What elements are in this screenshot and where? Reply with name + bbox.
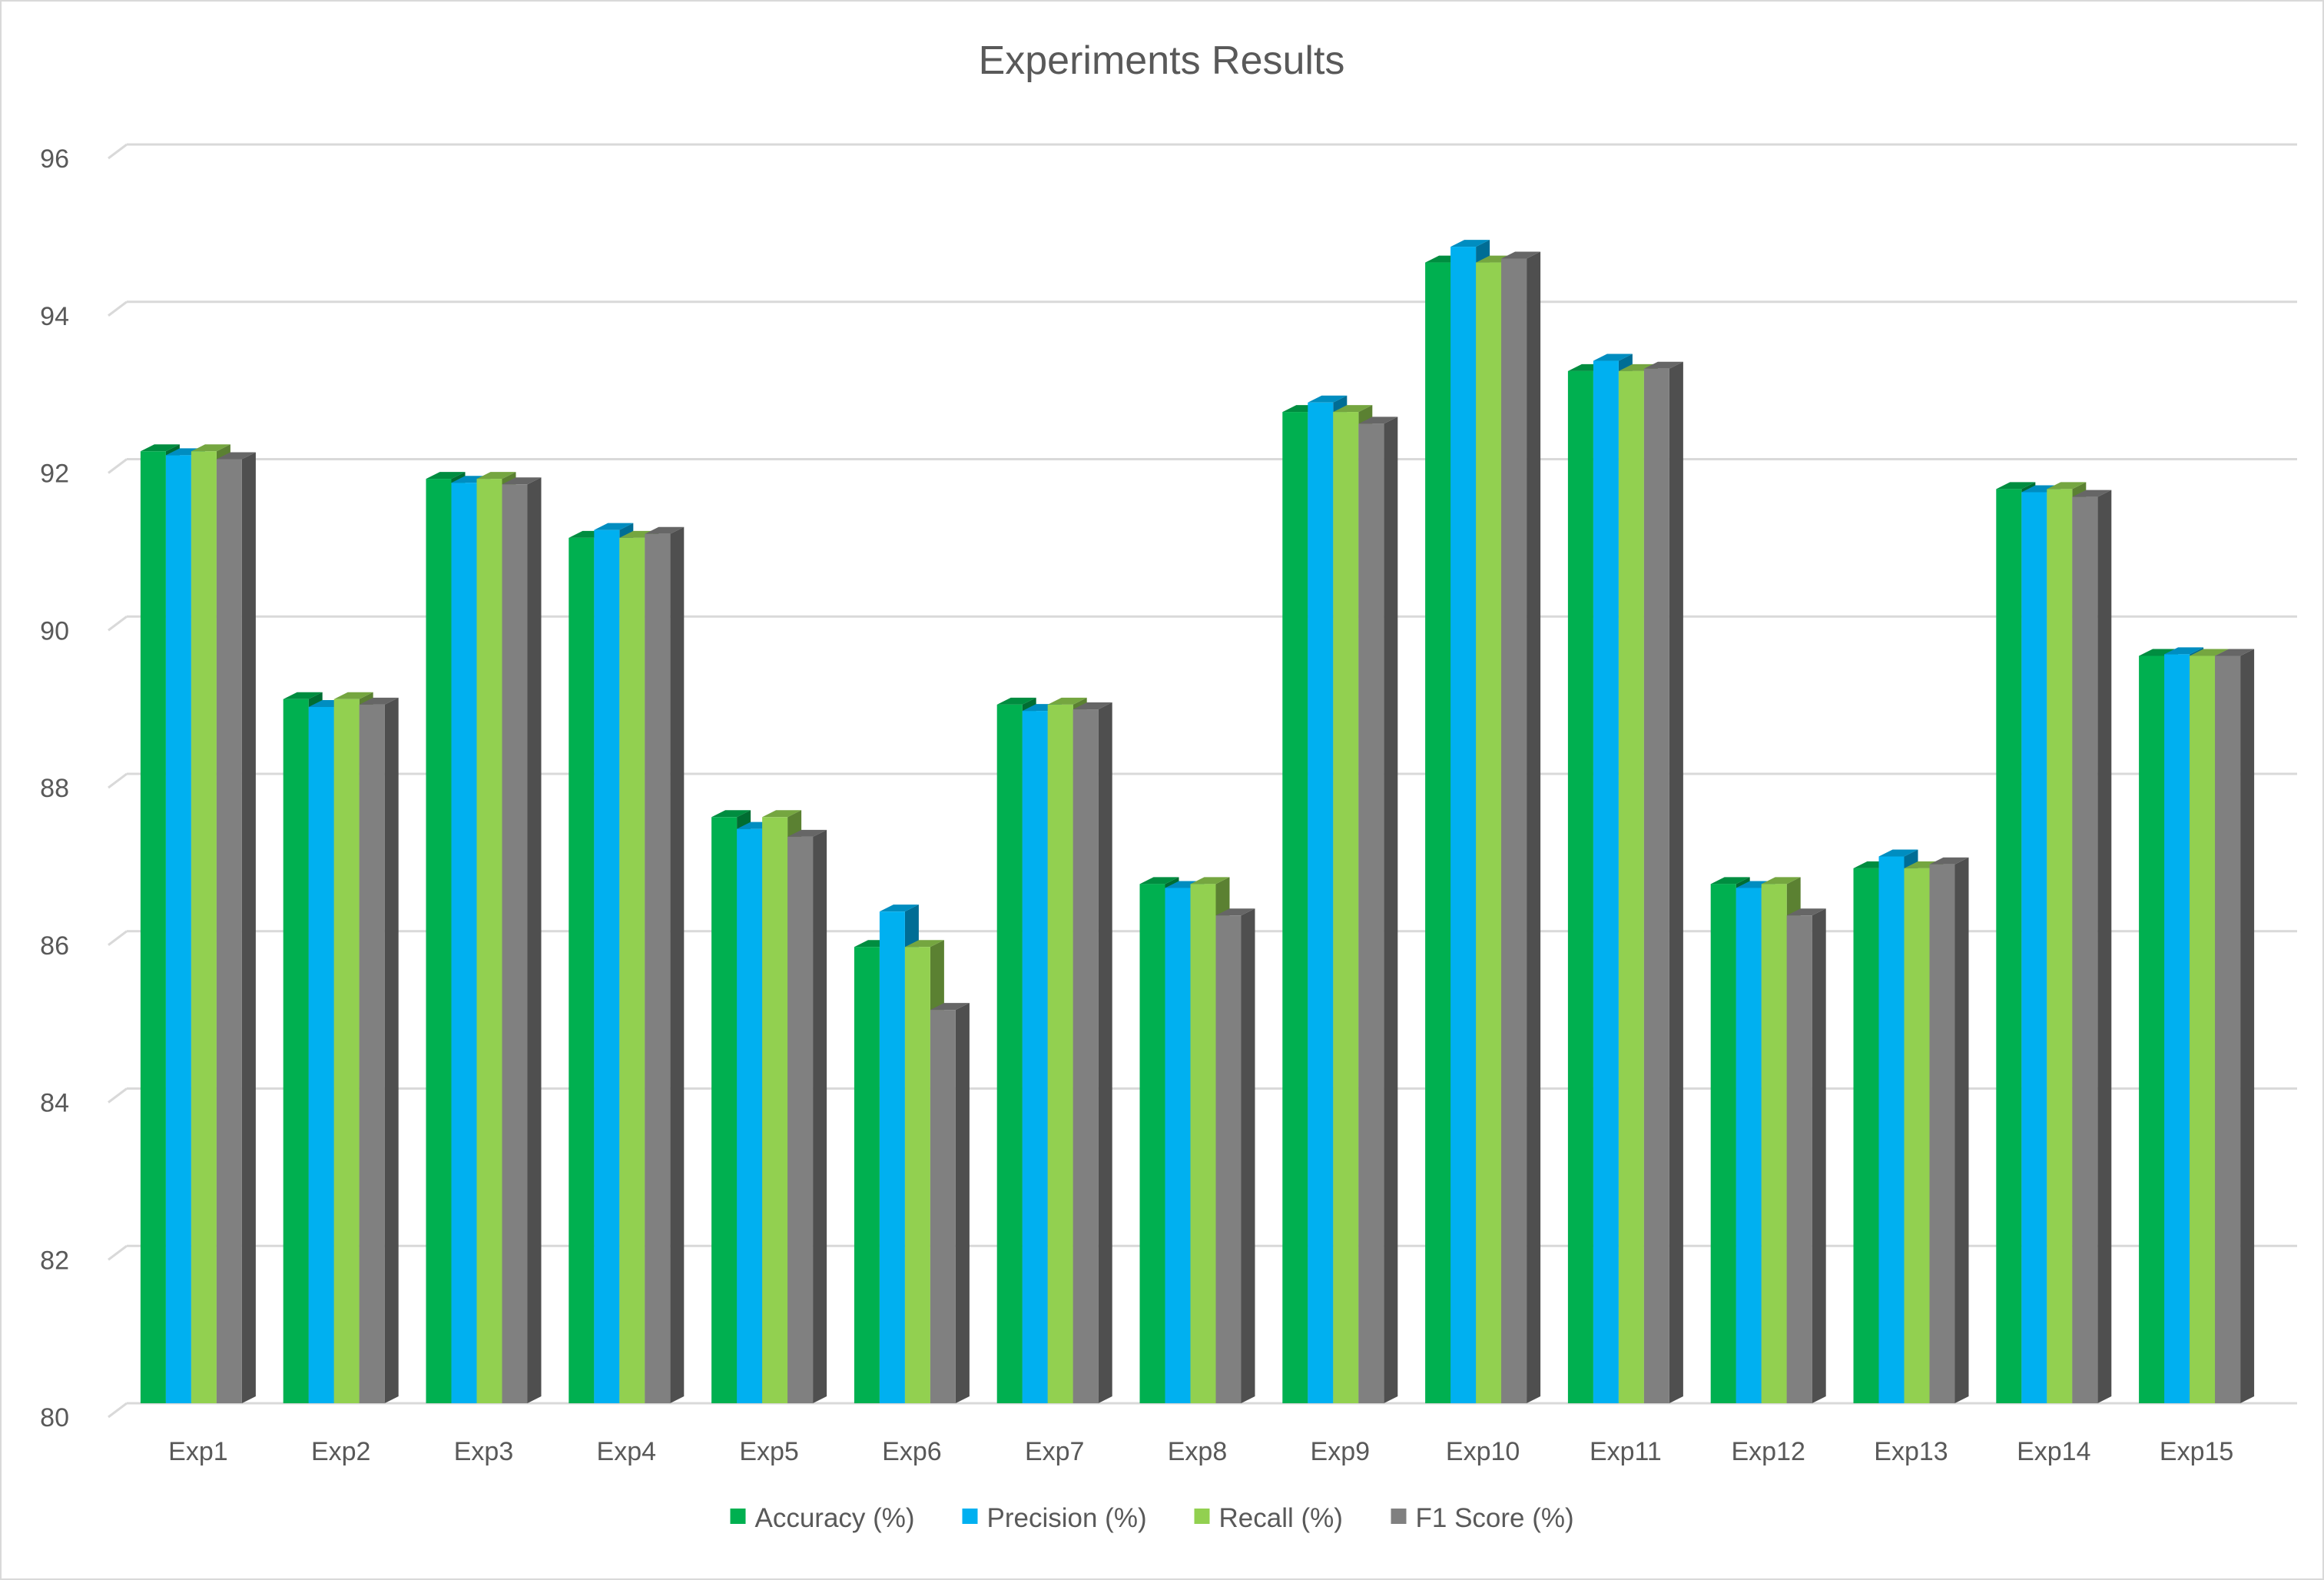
x-tick-label: Exp3 — [454, 1437, 514, 1466]
gridline-depth — [108, 1402, 128, 1419]
gridline-depth — [108, 1087, 128, 1104]
x-tick-label: Exp15 — [2160, 1437, 2233, 1466]
x-tick-label: Exp1 — [168, 1437, 228, 1466]
y-tick-label: 92 — [40, 460, 69, 489]
legend-swatch — [1194, 1509, 1210, 1524]
y-tick-label: 96 — [40, 144, 69, 174]
x-tick-label: Exp2 — [311, 1437, 371, 1466]
bar — [1786, 908, 1826, 1403]
legend-label: Recall (%) — [1219, 1503, 1343, 1533]
x-tick-label: Exp8 — [1168, 1437, 1228, 1466]
legend-item: Accuracy (%) — [730, 1503, 915, 1533]
x-tick-label: Exp7 — [1025, 1437, 1085, 1466]
bar — [1643, 361, 1683, 1403]
bar — [502, 477, 542, 1403]
y-tick-label: 84 — [40, 1089, 69, 1118]
bar — [1215, 908, 1255, 1403]
bar — [1358, 417, 1398, 1403]
y-tick-label: 88 — [40, 774, 69, 803]
y-tick-label: 80 — [40, 1403, 69, 1432]
y-tick-label: 82 — [40, 1246, 69, 1275]
y-tick-label: 90 — [40, 616, 69, 646]
legend-swatch — [1391, 1509, 1407, 1524]
legend-item: Precision (%) — [962, 1503, 1147, 1533]
legend-item: F1 Score (%) — [1391, 1503, 1574, 1533]
legend-swatch — [730, 1509, 746, 1524]
x-tick-label: Exp6 — [882, 1437, 942, 1466]
x-axis-tick-labels: Exp1 Exp2 Exp3 Exp4 Exp5 Exp6 Exp7 Exp8 Exp9 Exp1… — [168, 1437, 2233, 1466]
chart-title: Experiments Results — [979, 38, 1345, 83]
x-tick-label: Exp11 — [1590, 1437, 1662, 1466]
x-tick-label: Exp14 — [2017, 1437, 2090, 1466]
gridline-depth — [108, 616, 128, 632]
y-axis-tick-labels: 80 82 84 86 88 90 92 94 96 — [40, 144, 69, 1432]
x-tick-label: Exp4 — [597, 1437, 657, 1466]
gridline-depth — [108, 772, 128, 789]
gridline-depth — [108, 930, 128, 946]
legend-label: Precision (%) — [987, 1503, 1147, 1533]
bar — [2215, 649, 2255, 1403]
bar — [216, 452, 256, 1403]
bar — [930, 1003, 970, 1403]
gridline-depth — [108, 458, 128, 474]
legend-label: F1 Score (%) — [1416, 1503, 1574, 1533]
x-tick-label: Exp13 — [1874, 1437, 1948, 1466]
bar — [1501, 251, 1541, 1404]
legend-label: Accuracy (%) — [755, 1503, 915, 1533]
legend-item: Recall (%) — [1194, 1503, 1343, 1533]
x-tick-label: Exp10 — [1446, 1437, 1520, 1466]
gridline-depth — [108, 300, 128, 317]
gridline-depth — [108, 143, 128, 160]
bar — [2072, 490, 2112, 1403]
gridline-depth — [108, 1245, 128, 1261]
bar — [787, 829, 827, 1403]
bars — [140, 240, 2255, 1404]
bar — [1072, 702, 1112, 1403]
legend-swatch — [962, 1509, 978, 1524]
x-tick-label: Exp12 — [1731, 1437, 1805, 1466]
legend: Accuracy (%) Precision (%) Recall (%) F1 Sc… — [730, 1503, 1574, 1533]
bar — [359, 697, 399, 1403]
y-tick-label: 94 — [40, 302, 69, 331]
x-tick-label: Exp9 — [1311, 1437, 1371, 1466]
x-tick-label: Exp5 — [739, 1437, 799, 1466]
bar — [1929, 857, 1969, 1403]
bar — [645, 526, 685, 1403]
y-tick-label: 86 — [40, 931, 69, 961]
